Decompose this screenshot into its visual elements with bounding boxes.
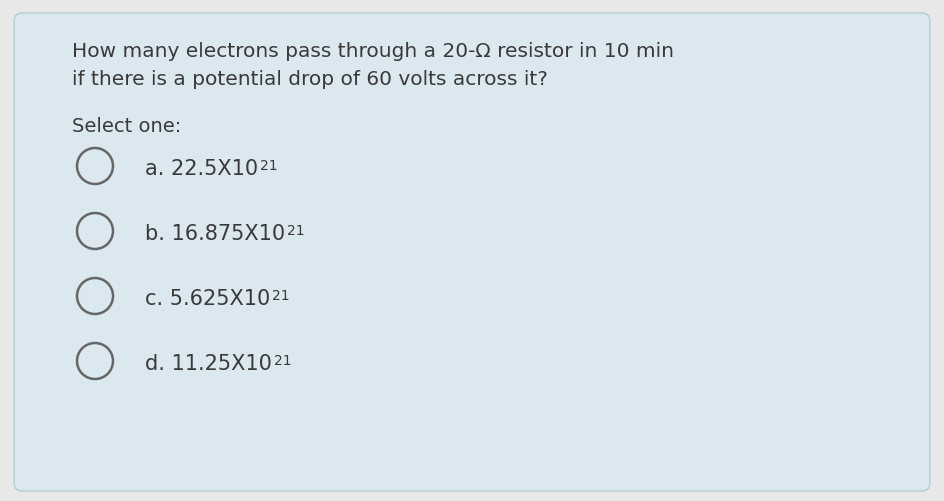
Text: d. 11.25X10: d. 11.25X10: [144, 353, 272, 373]
Text: c. 5.625X10: c. 5.625X10: [144, 289, 270, 309]
Text: 21: 21: [287, 223, 304, 237]
Text: b. 16.875X10: b. 16.875X10: [144, 223, 285, 243]
Text: How many electrons pass through a 20-Ω resistor in 10 min: How many electrons pass through a 20-Ω r…: [72, 42, 673, 61]
Text: 21: 21: [260, 159, 278, 173]
Text: 21: 21: [274, 353, 291, 367]
Text: 21: 21: [272, 289, 290, 303]
Text: a. 22.5X10: a. 22.5X10: [144, 159, 258, 179]
Text: if there is a potential drop of 60 volts across it?: if there is a potential drop of 60 volts…: [72, 70, 548, 89]
FancyBboxPatch shape: [14, 14, 929, 491]
Text: Select one:: Select one:: [72, 117, 181, 136]
